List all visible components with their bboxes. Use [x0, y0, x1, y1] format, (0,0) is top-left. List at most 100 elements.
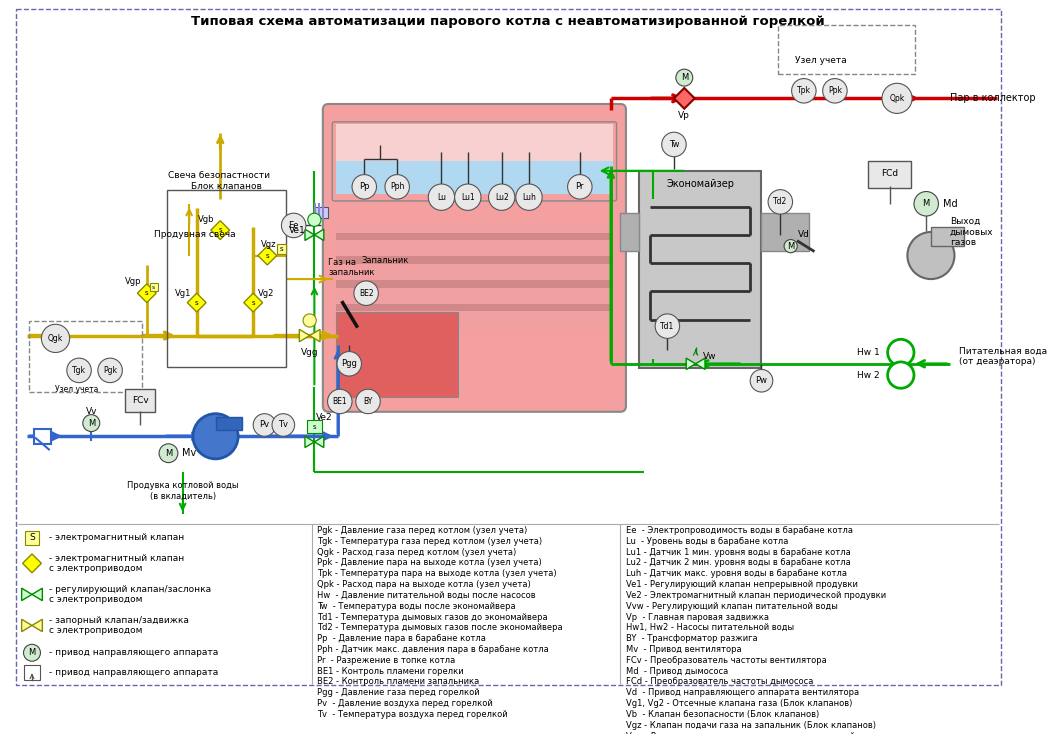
Text: Vgg - Регулирующая заслонка газа перед горелкой: Vgg - Регулирующая заслонка газа перед г…: [626, 732, 855, 734]
Circle shape: [23, 644, 40, 661]
Polygon shape: [187, 293, 206, 312]
Bar: [336, 280, 613, 288]
Text: Запальник: Запальник: [361, 255, 409, 265]
Text: Qgk - Расход газа перед котлом (узел учета): Qgk - Расход газа перед котлом (узел уче…: [318, 548, 516, 556]
Text: BE1: BE1: [332, 397, 347, 406]
Text: Pv  - Давление воздуха перед горелкой: Pv - Давление воздуха перед горелкой: [318, 699, 493, 708]
Text: Pp: Pp: [359, 182, 370, 192]
Text: Pp  - Давление пара в барабане котла: Pp - Давление пара в барабане котла: [318, 634, 486, 643]
Circle shape: [356, 389, 380, 414]
Text: Lu2: Lu2: [495, 193, 509, 202]
Bar: [314, 206, 328, 218]
Circle shape: [750, 369, 773, 392]
Polygon shape: [696, 358, 705, 369]
Circle shape: [428, 184, 455, 211]
FancyBboxPatch shape: [868, 161, 911, 188]
Text: s: s: [279, 246, 284, 252]
Text: BE1 - Контроль пламени горелки: BE1 - Контроль пламени горелки: [318, 666, 464, 675]
Polygon shape: [244, 293, 262, 312]
Text: s: s: [219, 227, 222, 233]
Text: FCv - Преобразователь частоты вентилятора: FCv - Преобразователь частоты вентилятор…: [626, 655, 826, 665]
Text: Ve1 - Регулирующий клапан непрерывной продувки: Ve1 - Регулирующий клапан непрерывной пр…: [626, 580, 858, 589]
Bar: [34, 429, 51, 444]
Bar: [216, 416, 242, 429]
FancyBboxPatch shape: [323, 104, 626, 412]
Text: Vgg: Vgg: [301, 348, 319, 357]
Text: Vg1: Vg1: [175, 288, 192, 298]
Text: Td1: Td1: [661, 321, 674, 330]
Text: - электромагнитный клапан: - электромагнитный клапан: [49, 534, 184, 542]
Text: M: M: [787, 241, 794, 250]
Circle shape: [308, 213, 321, 226]
Text: M: M: [681, 73, 688, 82]
Circle shape: [337, 352, 361, 376]
Text: Vw: Vw: [703, 352, 717, 360]
Text: Продувка котловой воды
(в вкладитель): Продувка котловой воды (в вкладитель): [126, 482, 238, 501]
Text: Vv: Vv: [86, 407, 97, 416]
Text: Vd  - Привод направляющего аппарата вентилятора: Vd - Привод направляющего аппарата венти…: [626, 688, 859, 697]
Text: Luh: Luh: [523, 193, 536, 202]
Circle shape: [281, 213, 306, 238]
Polygon shape: [305, 436, 314, 448]
Text: Tv: Tv: [278, 421, 288, 429]
Polygon shape: [314, 229, 324, 241]
Text: Qpk - Расход пара на выходе котла (узел учета): Qpk - Расход пара на выходе котла (узел …: [318, 580, 531, 589]
Text: Pph: Pph: [390, 182, 405, 192]
Text: Tw  - Температура воды после экономайвера: Tw - Температура воды после экономайвера: [318, 602, 516, 611]
Text: Ve2: Ve2: [316, 413, 332, 422]
Circle shape: [823, 79, 847, 103]
Text: Vgp: Vgp: [125, 277, 142, 286]
Text: Vgz: Vgz: [261, 240, 276, 249]
Text: Pgg - Давление газа перед горелкой: Pgg - Давление газа перед горелкой: [318, 688, 480, 697]
Circle shape: [159, 444, 178, 462]
Text: Lu  - Уровень воды в барабане котла: Lu - Уровень воды в барабане котла: [626, 537, 788, 545]
Text: - регулирующий клапан/заслонка
с электроприводом: - регулирующий клапан/заслонка с электро…: [49, 585, 211, 604]
Text: - привод направляющего аппарата: - привод направляющего аппарата: [49, 648, 218, 657]
Text: Pr  - Разрежение в топке котла: Pr - Разрежение в топке котла: [318, 655, 456, 665]
Text: Газ на
запальник: Газ на запальник: [328, 258, 375, 277]
Circle shape: [516, 184, 543, 211]
Polygon shape: [21, 588, 32, 600]
Circle shape: [662, 132, 686, 156]
Text: Tpk - Температура пара на выходе котла (узел учета): Tpk - Температура пара на выходе котла (…: [318, 569, 556, 578]
Text: Vvw - Регулирующий клапан питательной воды: Vvw - Регулирующий клапан питательной во…: [626, 602, 838, 611]
Circle shape: [567, 175, 592, 199]
Text: M: M: [923, 199, 930, 208]
Bar: [150, 283, 158, 291]
Text: - привод направляющего аппарата: - привод направляющего аппарата: [49, 668, 218, 677]
Text: Tgk - Температура газа перед котлом (узел учета): Tgk - Температура газа перед котлом (узе…: [318, 537, 543, 545]
Bar: [25, 531, 38, 545]
Bar: [931, 228, 964, 246]
Text: FCv: FCv: [132, 396, 149, 405]
Polygon shape: [686, 358, 696, 369]
Text: Свеча безопастности: Свеча безопастности: [169, 171, 271, 180]
Text: M: M: [29, 648, 36, 657]
Text: s: s: [145, 290, 149, 297]
Circle shape: [67, 358, 91, 382]
Text: S: S: [29, 534, 35, 542]
Text: Tw: Tw: [669, 140, 680, 149]
Circle shape: [888, 339, 914, 366]
Text: Qpk: Qpk: [889, 94, 905, 103]
Text: Пар в коллектор: Пар в коллектор: [949, 93, 1035, 103]
Circle shape: [455, 184, 481, 211]
Text: Tv  - Температура воздуха перед горелкой: Tv - Температура воздуха перед горелкой: [318, 710, 508, 719]
Text: Pgk: Pgk: [103, 366, 117, 375]
Text: Pv: Pv: [259, 421, 270, 429]
Bar: [336, 304, 613, 311]
Circle shape: [655, 314, 680, 338]
Text: Pr: Pr: [576, 182, 584, 192]
Text: Выход
дымовых
газов: Выход дымовых газов: [949, 217, 993, 247]
Text: Md: Md: [943, 199, 958, 208]
Text: Qgk: Qgk: [48, 334, 63, 343]
Text: Td2 - Температура дымовых газов после экономайвера: Td2 - Температура дымовых газов после эк…: [318, 623, 563, 632]
Circle shape: [253, 414, 276, 436]
Text: Lu1 - Датчик 1 мин. уровня воды в барабане котла: Lu1 - Датчик 1 мин. уровня воды в бараба…: [626, 548, 851, 556]
Bar: [639, 171, 761, 368]
Bar: [336, 312, 459, 397]
Polygon shape: [310, 330, 320, 342]
Text: Hw 2: Hw 2: [857, 371, 880, 379]
Text: Ppk - Давление пара на выходе котла (узел учета): Ppk - Давление пара на выходе котла (узе…: [318, 559, 542, 567]
Text: Ee: Ee: [289, 221, 298, 230]
Circle shape: [354, 281, 378, 305]
